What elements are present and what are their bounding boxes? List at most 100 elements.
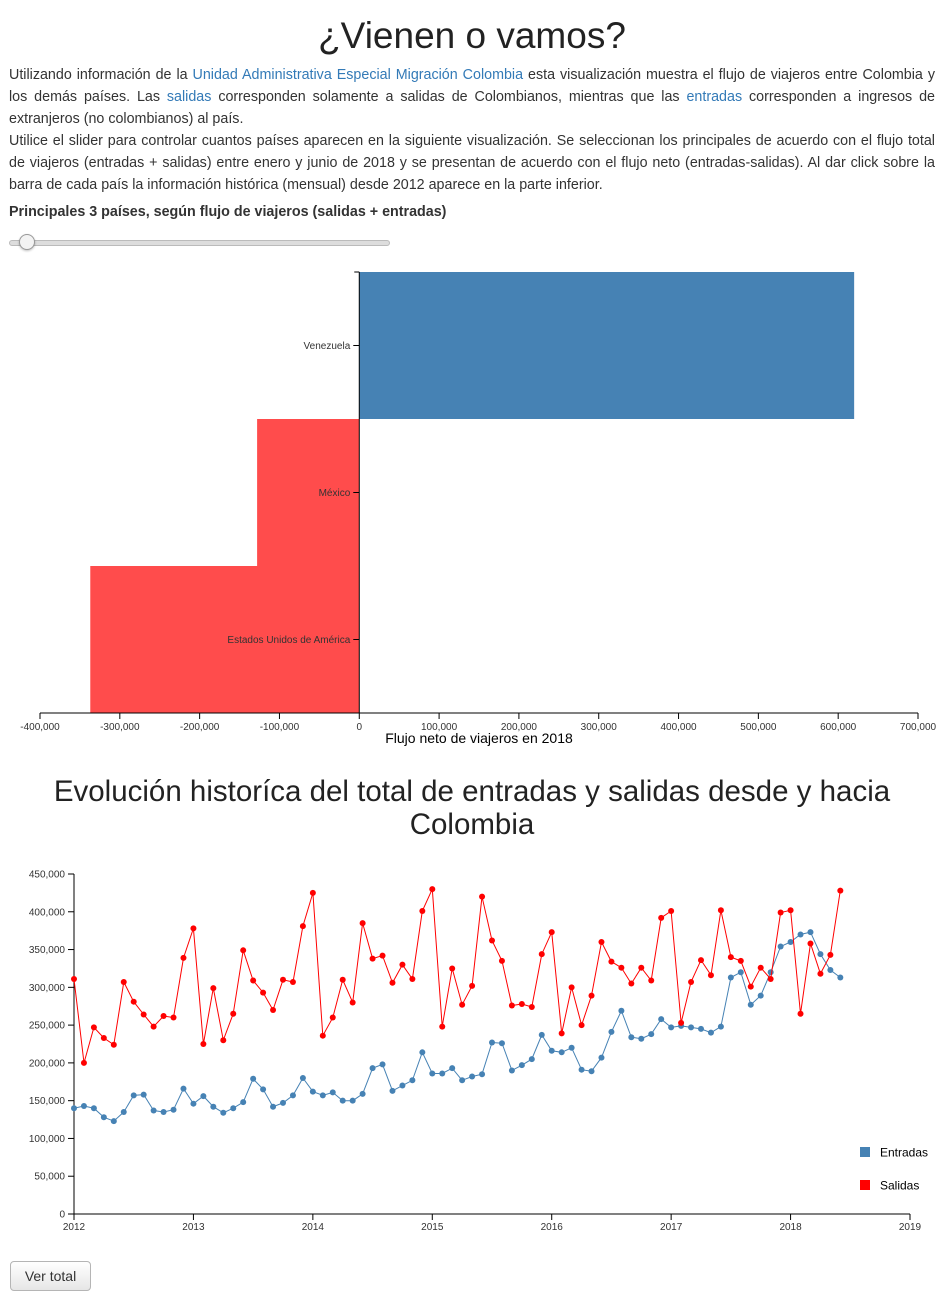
data-point-entradas <box>399 1082 406 1089</box>
migracion-colombia-link[interactable]: Unidad Administrativa Especial Migración… <box>192 67 524 83</box>
data-point-salidas <box>837 887 844 894</box>
salidas-link[interactable]: salidas <box>166 89 212 105</box>
data-point-salidas <box>777 909 784 916</box>
legend-label-salidas: Salidas <box>880 1179 919 1193</box>
data-point-entradas <box>698 1025 704 1032</box>
data-point-entradas <box>130 1092 137 1099</box>
data-point-entradas <box>578 1066 585 1073</box>
data-point-salidas <box>419 908 426 915</box>
data-point-entradas <box>110 1118 117 1125</box>
data-point-entradas <box>817 951 824 958</box>
data-point-entradas <box>658 1016 665 1023</box>
x-tick-label: -400,000 <box>20 722 60 733</box>
data-point-entradas <box>329 1089 336 1096</box>
history-line-chart: 0 50,000 100,000 150,000 200,000 250,000 300,0… <box>29 870 928 1234</box>
series-line-entradas <box>73 931 841 1122</box>
x-tick-label: 400,000 <box>660 722 697 733</box>
data-point-salidas <box>309 889 316 896</box>
data-point-salidas <box>707 972 714 979</box>
x-tick-label: 2015 <box>421 1222 444 1233</box>
data-point-entradas <box>369 1065 376 1072</box>
data-point-entradas <box>568 1044 575 1051</box>
data-point-salidas <box>727 954 734 961</box>
data-point-salidas <box>618 964 625 971</box>
data-point-salidas <box>817 970 824 977</box>
data-point-entradas <box>80 1102 87 1109</box>
data-point-entradas <box>120 1109 127 1115</box>
x-tick-label: 2013 <box>182 1222 205 1233</box>
data-point-salidas <box>508 1002 515 1009</box>
data-point-entradas <box>349 1097 356 1104</box>
data-point-salidas <box>757 964 764 971</box>
ver-total-button[interactable]: Ver total <box>10 1261 91 1291</box>
data-point-salidas <box>469 982 476 989</box>
data-point-entradas <box>140 1091 147 1098</box>
y-tick-label: 150,000 <box>29 1096 66 1107</box>
data-point-salidas <box>429 886 436 893</box>
data-point-entradas <box>538 1031 545 1038</box>
data-point-salidas <box>439 1023 446 1030</box>
data-point-salidas <box>648 977 655 984</box>
data-point-salidas <box>210 985 217 992</box>
history-chart-title: Evolución historíca del total de entrada… <box>53 775 891 841</box>
data-point-entradas <box>688 1024 695 1031</box>
intro-text-3: corresponden solamente a salidas de Colo… <box>211 89 687 105</box>
slider-instructions: Utilice el slider para controlar cuantos… <box>9 133 935 193</box>
y-tick-label: Venezuela <box>304 341 351 352</box>
data-point-salidas <box>369 955 376 962</box>
data-point-entradas <box>250 1075 257 1082</box>
data-point-entradas <box>548 1047 555 1054</box>
data-point-entradas <box>210 1103 217 1110</box>
country-bar[interactable] <box>359 272 855 419</box>
data-point-salidas <box>260 989 267 996</box>
data-point-entradas <box>717 1023 724 1030</box>
data-point-salidas <box>598 939 605 945</box>
country-count-slider-handle[interactable] <box>19 234 35 250</box>
intro-text-1: Utilizando información de la <box>9 67 193 83</box>
country-bar[interactable] <box>90 566 360 713</box>
x-tick-label: 2012 <box>63 1222 86 1233</box>
data-point-salidas <box>150 1023 157 1030</box>
data-point-salidas <box>140 1011 147 1018</box>
y-tick-label: Estados Unidos de América <box>227 635 350 646</box>
entradas-link[interactable]: entradas <box>686 89 743 105</box>
data-point-entradas <box>419 1049 426 1056</box>
x-tick-label: 2017 <box>660 1222 683 1233</box>
data-point-salidas <box>638 964 645 971</box>
data-point-salidas <box>558 1030 565 1037</box>
country-bar[interactable] <box>257 419 360 566</box>
data-point-entradas <box>260 1086 267 1093</box>
x-tick-label: 2014 <box>302 1222 325 1233</box>
data-point-entradas <box>648 1031 655 1038</box>
data-point-salidas <box>698 957 704 964</box>
data-point-entradas <box>270 1103 277 1110</box>
data-point-entradas <box>469 1073 476 1080</box>
country-count-slider-track[interactable] <box>9 240 390 246</box>
data-point-salidas <box>479 893 486 900</box>
data-point-entradas <box>508 1067 515 1074</box>
x-tick-label: -300,000 <box>100 722 140 733</box>
x-tick-label: 2016 <box>541 1222 564 1233</box>
data-point-salidas <box>359 920 366 927</box>
data-point-entradas <box>767 969 774 976</box>
x-tick-label: 100,000 <box>421 722 458 733</box>
data-point-salidas <box>498 957 505 964</box>
y-tick-label: 450,000 <box>29 870 66 881</box>
data-point-salidas <box>389 979 396 986</box>
intro-text-2: esta visualización muestra el flujo de v… <box>9 67 935 105</box>
data-point-salidas <box>71 976 77 983</box>
data-point-salidas <box>449 965 456 972</box>
data-point-entradas <box>807 929 814 936</box>
data-point-entradas <box>777 943 784 950</box>
data-point-salidas <box>250 977 257 984</box>
legend-swatch-salidas <box>860 1180 870 1190</box>
data-point-entradas <box>339 1097 346 1104</box>
intro-text-4: corresponden a ingresos de extranjeros (… <box>9 89 935 127</box>
legend-label-entradas: Entradas <box>880 1146 928 1160</box>
data-point-salidas <box>240 947 247 954</box>
data-point-entradas <box>299 1075 306 1081</box>
data-point-entradas <box>618 1007 625 1014</box>
x-axis-label: Flujo neto de viajeros en 2018 <box>385 730 573 746</box>
data-point-entradas <box>528 1056 535 1063</box>
data-point-entradas <box>240 1099 247 1106</box>
